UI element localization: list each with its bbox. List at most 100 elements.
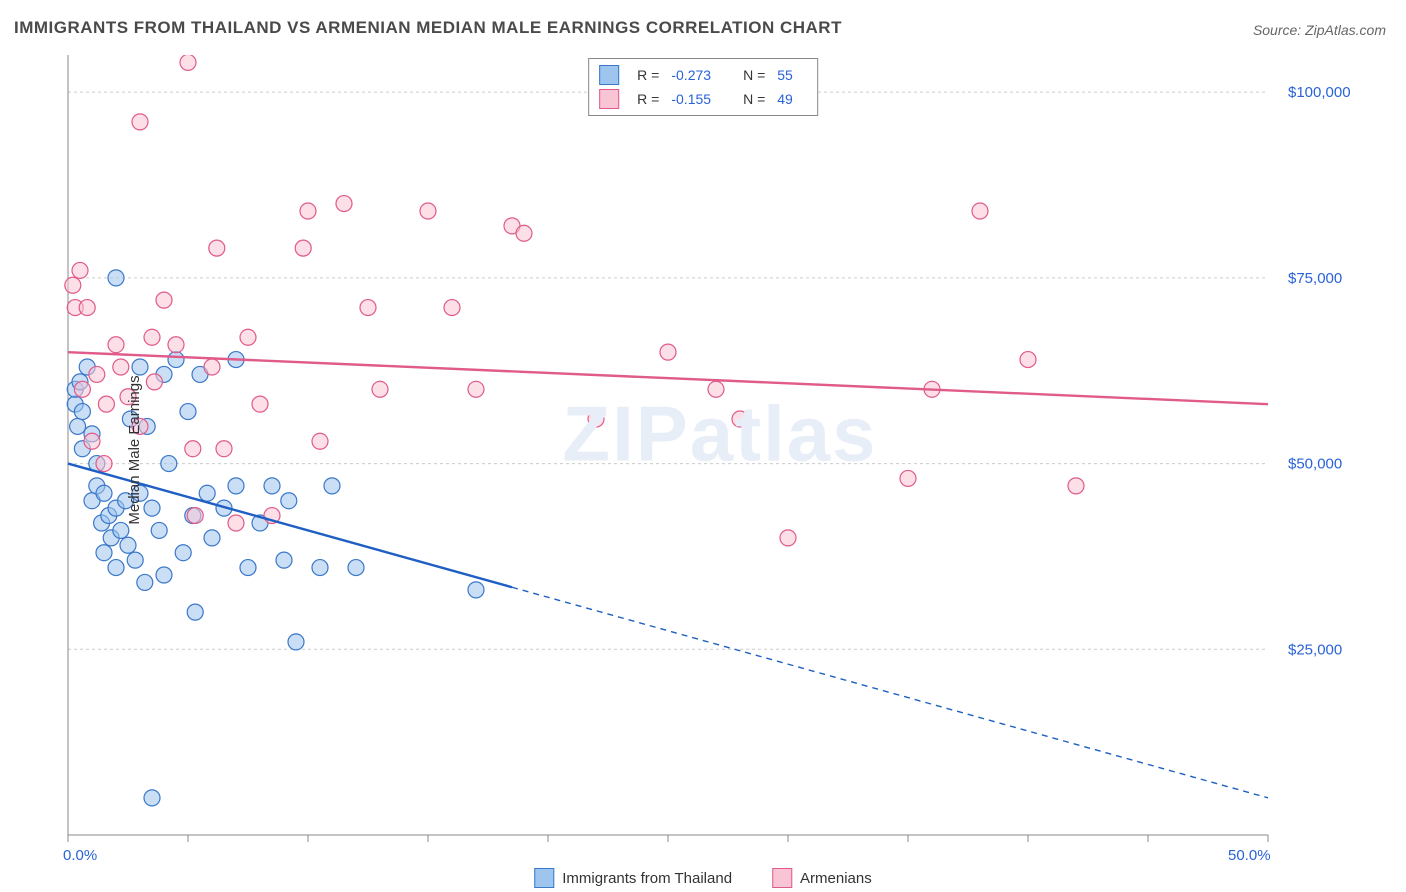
data-point — [276, 552, 292, 568]
data-point — [144, 790, 160, 806]
y-axis-label: Median Male Earnings — [126, 375, 143, 524]
data-point — [185, 441, 201, 457]
data-point — [348, 560, 364, 576]
data-point — [156, 567, 172, 583]
data-point — [132, 359, 148, 375]
r-value-thailand: -0.273 — [671, 67, 711, 83]
data-point — [972, 203, 988, 219]
data-point — [137, 574, 153, 590]
legend-item-armenian: Armenians — [772, 868, 872, 888]
data-point — [144, 500, 160, 516]
data-point — [144, 329, 160, 345]
data-point — [168, 337, 184, 353]
data-point — [175, 545, 191, 561]
data-point — [204, 530, 220, 546]
source-attribution: Source: ZipAtlas.com — [1253, 22, 1386, 38]
data-point — [156, 292, 172, 308]
chart-area: Median Male Earnings ZIPatlas $25,000$50… — [50, 55, 1390, 845]
data-point — [199, 485, 215, 501]
data-point — [240, 329, 256, 345]
swatch-armenian — [599, 89, 619, 109]
n-label: N = — [743, 91, 765, 107]
legend-item-thailand: Immigrants from Thailand — [534, 868, 732, 888]
data-point — [780, 530, 796, 546]
data-point — [1020, 352, 1036, 368]
data-point — [240, 560, 256, 576]
data-point — [281, 493, 297, 509]
legend-label-thailand: Immigrants from Thailand — [562, 870, 732, 887]
n-value-armenian: 49 — [777, 91, 793, 107]
data-point — [70, 418, 86, 434]
data-point — [187, 604, 203, 620]
data-point — [204, 359, 220, 375]
data-point — [372, 381, 388, 397]
data-point — [360, 300, 376, 316]
data-point — [216, 441, 232, 457]
data-point — [187, 508, 203, 524]
data-point — [468, 582, 484, 598]
data-point — [96, 485, 112, 501]
data-point — [732, 411, 748, 427]
chart-title: IMMIGRANTS FROM THAILAND VS ARMENIAN MED… — [14, 18, 842, 38]
data-point — [120, 537, 136, 553]
x-axis-min-label: 0.0% — [63, 847, 97, 864]
data-point — [180, 404, 196, 420]
data-point — [72, 262, 88, 278]
swatch-thailand — [599, 65, 619, 85]
data-point — [113, 359, 129, 375]
data-point — [288, 634, 304, 650]
data-point — [132, 114, 148, 130]
y-tick-label: $100,000 — [1288, 84, 1351, 101]
data-point — [300, 203, 316, 219]
data-point — [324, 478, 340, 494]
data-point — [98, 396, 114, 412]
r-label: R = — [637, 67, 659, 83]
data-point — [84, 433, 100, 449]
data-point — [228, 515, 244, 531]
data-point — [180, 55, 196, 70]
data-point — [89, 366, 105, 382]
data-point — [264, 478, 280, 494]
series-legend: Immigrants from Thailand Armenians — [534, 868, 872, 888]
data-point — [79, 300, 95, 316]
legend-row-thailand: R = -0.273 N = 55 — [599, 63, 807, 87]
data-point — [96, 456, 112, 472]
data-point — [336, 196, 352, 212]
n-label: N = — [743, 67, 765, 83]
data-point — [1068, 478, 1084, 494]
data-point — [108, 337, 124, 353]
r-label: R = — [637, 91, 659, 107]
data-point — [146, 374, 162, 390]
data-point — [151, 522, 167, 538]
data-point — [127, 552, 143, 568]
trendline-dashed — [512, 587, 1268, 798]
scatter-chart: $25,000$50,000$75,000$100,000 — [50, 55, 1390, 845]
data-point — [444, 300, 460, 316]
x-axis-max-label: 50.0% — [1228, 847, 1271, 864]
data-point — [900, 470, 916, 486]
data-point — [516, 225, 532, 241]
correlation-legend: R = -0.273 N = 55 R = -0.155 N = 49 — [588, 58, 818, 116]
data-point — [468, 381, 484, 397]
data-point — [588, 411, 604, 427]
data-point — [113, 522, 129, 538]
y-tick-label: $25,000 — [1288, 641, 1342, 658]
data-point — [660, 344, 676, 360]
data-point — [108, 560, 124, 576]
data-point — [708, 381, 724, 397]
data-point — [65, 277, 81, 293]
data-point — [161, 456, 177, 472]
n-value-thailand: 55 — [777, 67, 793, 83]
legend-row-armenian: R = -0.155 N = 49 — [599, 87, 807, 111]
swatch-thailand — [534, 868, 554, 888]
data-point — [74, 381, 90, 397]
data-point — [228, 478, 244, 494]
data-point — [209, 240, 225, 256]
data-point — [108, 270, 124, 286]
data-point — [312, 560, 328, 576]
r-value-armenian: -0.155 — [671, 91, 711, 107]
swatch-armenian — [772, 868, 792, 888]
data-point — [420, 203, 436, 219]
y-tick-label: $50,000 — [1288, 456, 1342, 473]
data-point — [168, 352, 184, 368]
